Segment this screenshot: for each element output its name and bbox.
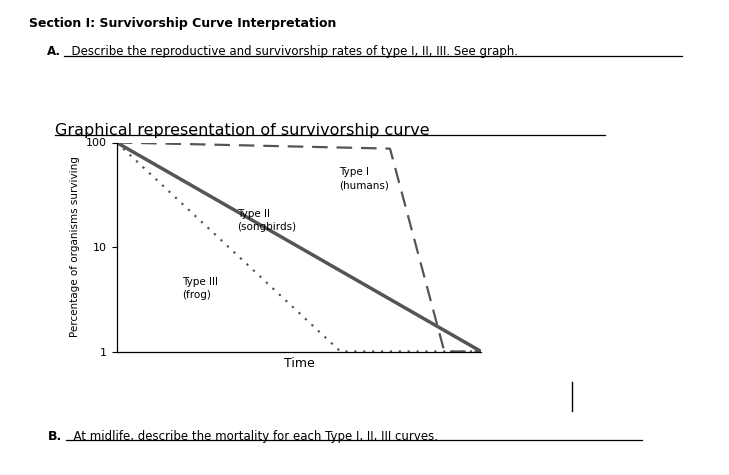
Text: Section I: Survivorship Curve Interpretation: Section I: Survivorship Curve Interpreta… <box>29 17 337 29</box>
Text: Type III
(frog): Type III (frog) <box>182 276 218 300</box>
Text: Describe the reproductive and survivorship rates of type I, II, III. See graph.: Describe the reproductive and survivorsh… <box>64 45 518 58</box>
Text: Graphical representation of survivorship curve: Graphical representation of survivorship… <box>55 124 429 139</box>
X-axis label: Time: Time <box>284 357 314 370</box>
Y-axis label: Percentage of organisms surviving: Percentage of organisms surviving <box>71 157 80 337</box>
Text: A.: A. <box>47 45 61 58</box>
Text: Type II
(songbirds): Type II (songbirds) <box>237 209 296 232</box>
Text: B.: B. <box>47 430 62 443</box>
Text: At midlife, describe the mortality for each Type I, II, III curves.: At midlife, describe the mortality for e… <box>66 430 437 443</box>
Text: Type I
(humans): Type I (humans) <box>339 167 389 190</box>
